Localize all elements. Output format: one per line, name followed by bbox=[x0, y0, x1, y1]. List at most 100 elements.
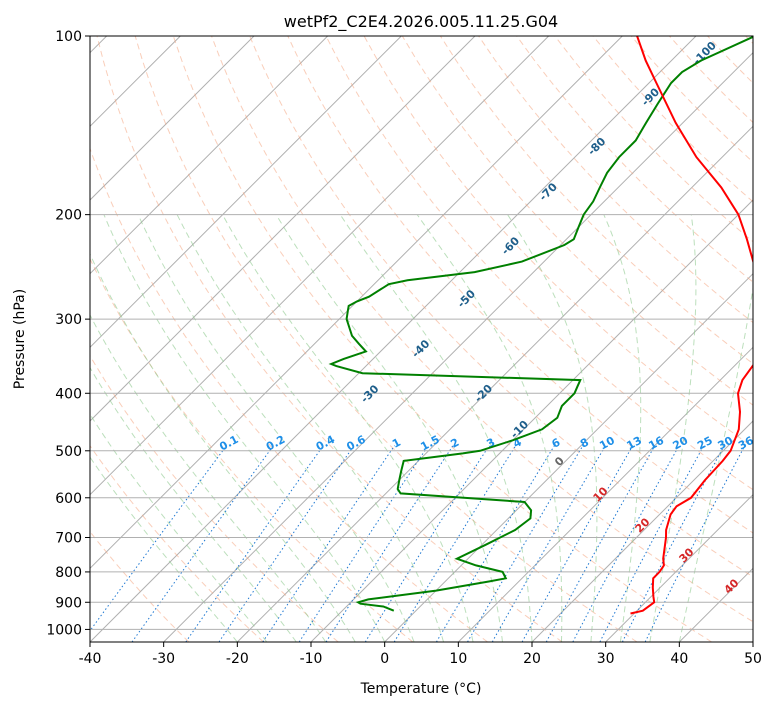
mixing-ratio-label-6: 2 bbox=[448, 436, 461, 451]
dry-adiabat-label-4: -60 bbox=[499, 234, 522, 257]
mixing-ratio-label-17: 36 bbox=[736, 434, 756, 453]
temperature-line bbox=[630, 36, 753, 615]
dry-adiabat-40 bbox=[172, 36, 712, 642]
mixing-ratio-line-6 bbox=[325, 445, 454, 642]
moist-adiabat--8 bbox=[90, 314, 327, 642]
mixing-ratio-line-3 bbox=[218, 445, 355, 642]
isotherm-10 bbox=[457, 346, 753, 642]
mixing-ratio-label-14: 20 bbox=[671, 434, 691, 453]
x-tick-label-7: 30 bbox=[597, 651, 615, 667]
y-tick-label-2: 300 bbox=[55, 312, 82, 328]
dry-adiabat-120 bbox=[478, 36, 753, 324]
dry-adiabat-180 bbox=[707, 36, 753, 84]
dry-adiabat-110 bbox=[439, 36, 753, 365]
x-tick-label-1: -30 bbox=[152, 651, 175, 667]
moist-adiabat-12 bbox=[222, 214, 474, 642]
mixing-ratio-line-7 bbox=[364, 445, 490, 642]
mixing-ratio-label-13: 16 bbox=[646, 434, 666, 453]
mixing-ratio-lines bbox=[90, 445, 746, 642]
isotherm--30 bbox=[163, 51, 753, 642]
y-tick-label-4: 500 bbox=[55, 444, 82, 460]
y-tick-label-3: 400 bbox=[55, 386, 82, 402]
mixing-ratio-line-15 bbox=[599, 445, 705, 642]
moist-adiabat--12 bbox=[90, 366, 297, 642]
moist-adiabat-8 bbox=[176, 214, 445, 642]
mixing-ratio-label-12: 13 bbox=[624, 434, 644, 453]
dry-adiabat-label-3: -70 bbox=[537, 180, 560, 203]
chart-title: wetPf2_C2E4.2026.005.11.25.G04 bbox=[284, 12, 558, 32]
moist-adiabat-label-3: 30 bbox=[677, 545, 697, 565]
isotherm-0 bbox=[384, 272, 753, 642]
mixing-ratio-line-9 bbox=[435, 445, 555, 642]
line-labels: 0.1 0.2 0.4 0.6 1 1.5 2 3 4 6 8 10 13 16 20 25 30 36-100-… bbox=[217, 39, 756, 597]
mixing-ratio-line-12 bbox=[521, 445, 634, 642]
isotherm--40 bbox=[90, 36, 697, 642]
isotherm--70 bbox=[90, 36, 476, 422]
isotherm--20 bbox=[236, 125, 753, 642]
dry-adiabat-60 bbox=[249, 36, 753, 578]
moist-adiabat-24 bbox=[416, 214, 563, 642]
dry-adiabat-20 bbox=[96, 36, 563, 642]
y-tick-label-9: 1000 bbox=[46, 622, 82, 638]
isotherm-30 bbox=[605, 493, 753, 642]
isobars bbox=[90, 36, 753, 630]
moist-adiabat-label-2: 20 bbox=[633, 515, 653, 535]
mixing-ratio-label-11: 10 bbox=[597, 434, 617, 453]
y-tick-label-5: 600 bbox=[55, 491, 82, 507]
isotherm--100 bbox=[90, 36, 255, 201]
isotherm--80 bbox=[90, 36, 402, 349]
moist-adiabat--16 bbox=[90, 413, 268, 642]
y-tick-label-0: 100 bbox=[55, 29, 82, 45]
dry-adiabat-130 bbox=[516, 36, 753, 283]
dry-adiabat-50 bbox=[211, 36, 753, 623]
x-tick-label-0: -40 bbox=[79, 651, 102, 667]
y-tick-label-1: 200 bbox=[55, 208, 82, 224]
mixing-ratio-line-1 bbox=[131, 445, 274, 642]
isotherm--10 bbox=[310, 199, 753, 642]
y-axis-ticks: 100 200 300 400 500 600 700 800 900 1000 bbox=[46, 29, 90, 638]
x-tick-label-4: 0 bbox=[380, 651, 389, 667]
moist-adiabat--4 bbox=[90, 252, 356, 642]
dry-adiabat-190 bbox=[745, 36, 753, 45]
x-tick-label-8: 40 bbox=[670, 651, 688, 667]
dewpoint-line bbox=[328, 36, 753, 612]
mixing-ratio-line-13 bbox=[545, 445, 656, 642]
mixing-ratio-line-2 bbox=[185, 445, 324, 642]
moist-adiabat-32 bbox=[603, 214, 642, 642]
moist-adiabat-16 bbox=[275, 214, 503, 642]
moist-adiabat-20 bbox=[339, 214, 533, 642]
y-axis-label: Pressure (hPa) bbox=[12, 289, 28, 389]
x-axis-ticks: -40 -30 -20 -10 0 10 20 30 40 50 bbox=[79, 642, 762, 667]
moist-adiabat-label-1: 10 bbox=[591, 484, 611, 504]
mixing-ratio-line-8 bbox=[393, 445, 517, 642]
dry-adiabat-label-2: -80 bbox=[585, 135, 608, 158]
mixing-ratio-label-16: 30 bbox=[716, 434, 736, 453]
plot-area: 0.1 0.2 0.4 0.6 1 1.5 2 3 4 6 8 10 13 16 20 25 30 36-100-… bbox=[90, 36, 756, 642]
dry-adiabat-80 bbox=[325, 36, 753, 491]
mixing-ratio-line-10 bbox=[467, 445, 584, 642]
y-tick-label-6: 700 bbox=[55, 531, 82, 547]
dry-adiabat-label-7: -30 bbox=[358, 382, 381, 405]
isotherm-20 bbox=[531, 420, 753, 642]
dry-adiabat--20 bbox=[90, 444, 264, 642]
mixing-ratio-label-15: 25 bbox=[695, 434, 715, 453]
isotherm--50 bbox=[90, 36, 623, 570]
moist-adiabat-label-4: 40 bbox=[722, 576, 742, 596]
dry-adiabat-0 bbox=[90, 257, 414, 642]
isotherm--60 bbox=[90, 36, 550, 496]
mixing-ratio-line-0 bbox=[90, 445, 227, 632]
isotherm-50 bbox=[752, 641, 753, 642]
dry-adiabat--10 bbox=[90, 354, 339, 642]
moist-adiabat-0 bbox=[103, 214, 386, 642]
y-tick-label-7: 800 bbox=[55, 565, 82, 581]
isotherm--90 bbox=[90, 36, 329, 275]
x-tick-label-6: 20 bbox=[523, 651, 541, 667]
moist-adiabat--20 bbox=[90, 456, 238, 642]
dry-adiabat--30 bbox=[90, 530, 190, 642]
y-tick-label-8: 900 bbox=[55, 595, 82, 611]
dry-adiabat-label-5: -50 bbox=[455, 287, 478, 310]
x-tick-label-9: 50 bbox=[744, 651, 762, 667]
x-tick-label-2: -20 bbox=[226, 651, 249, 667]
dry-adiabat-30 bbox=[134, 36, 638, 642]
